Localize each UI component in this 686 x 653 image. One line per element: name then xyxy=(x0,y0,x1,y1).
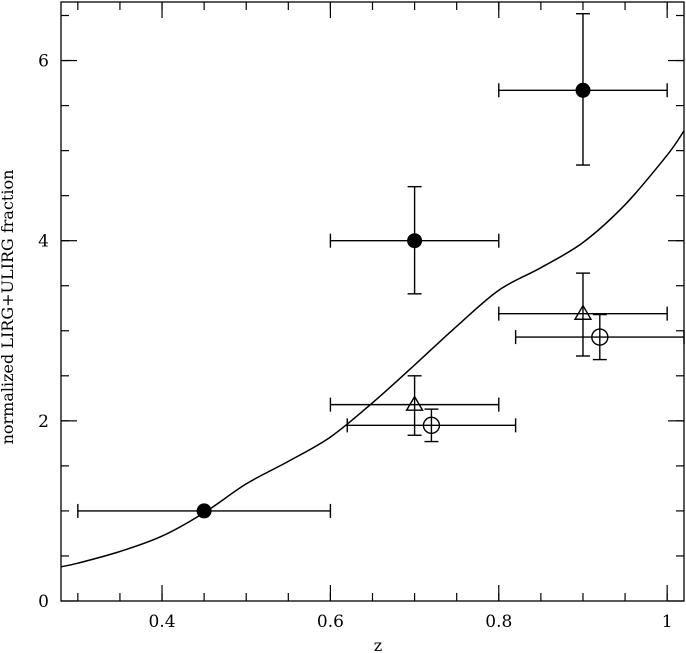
open-triangle-point xyxy=(573,304,593,320)
x-tick-label: 0.8 xyxy=(485,612,512,632)
open-circle-point xyxy=(422,416,441,435)
model-curve xyxy=(60,130,685,568)
open-circle-point xyxy=(591,328,609,346)
y-tick-label: 0 xyxy=(38,592,49,612)
y-axis-label: normalized LIRG+ULIRG fraction xyxy=(0,170,17,445)
tick-labels: 0.4 0.6 0.8 1 0 2 4 6 xyxy=(38,52,672,632)
filled-circle-point xyxy=(407,233,423,249)
x-tick-label: 1 xyxy=(662,612,673,632)
plot-frame xyxy=(60,1,685,602)
open-triangle-point xyxy=(405,395,424,411)
x-axis-label: z xyxy=(374,636,382,653)
y-tick-label: 4 xyxy=(38,232,49,252)
y-tick-label: 2 xyxy=(38,412,49,432)
model-curve-layer xyxy=(60,130,685,568)
y-tick-label: 6 xyxy=(38,52,49,72)
filled-circle-point xyxy=(196,503,212,519)
errorbar-layer xyxy=(77,13,685,518)
x-tick-label: 0.4 xyxy=(149,612,176,632)
filled-circle-point xyxy=(575,82,591,98)
marker-layer xyxy=(196,82,609,519)
x-tick-label: 0.6 xyxy=(317,612,344,632)
